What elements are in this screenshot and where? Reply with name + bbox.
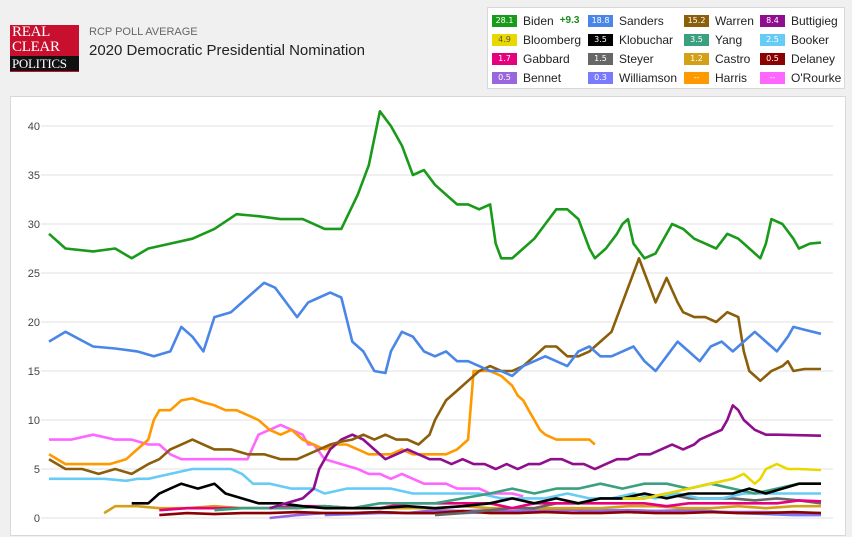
poll-average-subtitle: RCP POLL AVERAGE — [89, 26, 198, 38]
series-line-yang[interactable] — [214, 482, 821, 512]
legend-value-badge: 4.9 — [492, 33, 517, 46]
series-line-buttigieg[interactable] — [269, 403, 822, 510]
chart-area: 0 5 10 15 20 25 30 35 40 — [10, 96, 846, 536]
y-tick-label: 5 — [34, 464, 40, 476]
series-line-booker[interactable] — [49, 467, 821, 500]
legend-value-badge: 1.5 — [588, 52, 613, 65]
series-line-harris[interactable] — [48, 369, 596, 466]
legend-value-badge: 15.2 — [684, 14, 709, 27]
page-title: 2020 Democratic Presidential Nomination — [89, 42, 365, 59]
legend-name: Yang — [715, 32, 743, 47]
legend-value-badge: 0.5 — [760, 52, 785, 65]
legend-item-castro[interactable]: 1.2 Castro — [684, 51, 750, 66]
y-tick-label: 15 — [28, 366, 40, 378]
legend-value-badge: -- — [760, 71, 785, 84]
y-tick-label: 20 — [28, 317, 40, 329]
series-line-klobuchar[interactable] — [131, 482, 821, 510]
legend-item-delaney[interactable]: 0.5 Delaney — [760, 51, 835, 66]
legend-item-harris[interactable]: -- Harris — [684, 70, 747, 85]
legend-value-badge: 1.7 — [492, 52, 517, 65]
legend-value-badge: 28.1 — [492, 14, 517, 27]
legend-value-badge: 3.5 — [684, 33, 709, 46]
logo-line-3: POLITICS — [10, 56, 79, 71]
legend-name: Bloomberg — [523, 32, 582, 47]
legend-item-yang[interactable]: 3.5 Yang — [684, 32, 742, 47]
legend-value-badge: 2.5 — [760, 33, 785, 46]
legend-item-bennet[interactable]: 0.5 Bennet — [492, 70, 561, 85]
legend-name: Klobuchar — [619, 32, 674, 47]
legend-value-badge: -- — [684, 71, 709, 84]
series-line-biden[interactable] — [48, 110, 822, 260]
series-line-sanders[interactable] — [48, 281, 822, 378]
y-tick-label: 35 — [28, 170, 40, 182]
legend-item-klobuchar[interactable]: 3.5 Klobuchar — [588, 32, 673, 47]
legend-name: Sanders — [619, 13, 664, 28]
legend-value-badge: 8.4 — [760, 14, 785, 27]
legend-item-orourke[interactable]: -- O'Rourke — [760, 70, 841, 85]
line-chart: 0 5 10 15 20 25 30 35 40 — [28, 110, 833, 525]
legend-item-booker[interactable]: 2.5 Booker — [760, 32, 829, 47]
legend-item-warren[interactable]: 15.2 Warren — [684, 13, 754, 28]
legend-value-badge: 0.3 — [588, 71, 613, 84]
series-line-warren[interactable] — [48, 257, 821, 476]
legend-value-badge: 3.5 — [588, 33, 613, 46]
legend-value-badge: 18.8 — [588, 14, 613, 27]
series-line-delaney[interactable] — [159, 509, 822, 517]
legend-name: Castro — [715, 51, 751, 66]
legend-name: Booker — [791, 32, 830, 47]
header: REAL CLEAR POLITICS RCP POLL AVERAGE 202… — [0, 0, 852, 94]
legend-name: Harris — [715, 70, 747, 85]
logo-line-1: REAL — [12, 25, 50, 40]
legend-name: Buttigieg — [791, 13, 838, 28]
legend-name: Williamson — [619, 70, 678, 85]
legend-value-badge: 1.2 — [684, 52, 709, 65]
legend-item-sanders[interactable]: 18.8 Sanders — [588, 13, 664, 28]
legend-name: Delaney — [791, 51, 836, 66]
legend-item-biden[interactable]: 28.1 Biden +9.3 — [492, 13, 579, 28]
y-tick-label: 10 — [28, 415, 40, 427]
chart-legend: 28.1 Biden +9.3 18.8 Sanders 15.2 Warren 8.4 But… — [487, 7, 845, 89]
y-tick-label: 25 — [28, 268, 40, 280]
y-tick-label: 40 — [28, 121, 40, 133]
logo-line-2: CLEAR — [12, 39, 60, 55]
legend-item-buttigieg[interactable]: 8.4 Buttigieg — [760, 13, 838, 28]
legend-item-gabbard[interactable]: 1.7 Gabbard — [492, 51, 570, 66]
y-tick-label: 0 — [34, 513, 40, 525]
legend-name: Bennet — [523, 70, 562, 85]
rcp-logo[interactable]: REAL CLEAR POLITICS — [10, 25, 79, 72]
series-line-bloomberg[interactable] — [622, 462, 822, 500]
legend-value-badge: 0.5 — [492, 71, 517, 84]
legend-item-williamson[interactable]: 0.3 Williamson — [588, 70, 677, 85]
legend-name: Steyer — [619, 51, 654, 66]
legend-name: O'Rourke — [791, 70, 842, 85]
legend-name: Gabbard — [523, 51, 570, 66]
y-tick-label: 30 — [28, 219, 40, 231]
legend-name: Biden — [523, 13, 554, 28]
legend-item-steyer[interactable]: 1.5 Steyer — [588, 51, 654, 66]
legend-name: Warren — [715, 13, 754, 28]
legend-spread: +9.3 — [559, 15, 580, 26]
legend-item-bloomberg[interactable]: 4.9 Bloomberg — [492, 32, 581, 47]
